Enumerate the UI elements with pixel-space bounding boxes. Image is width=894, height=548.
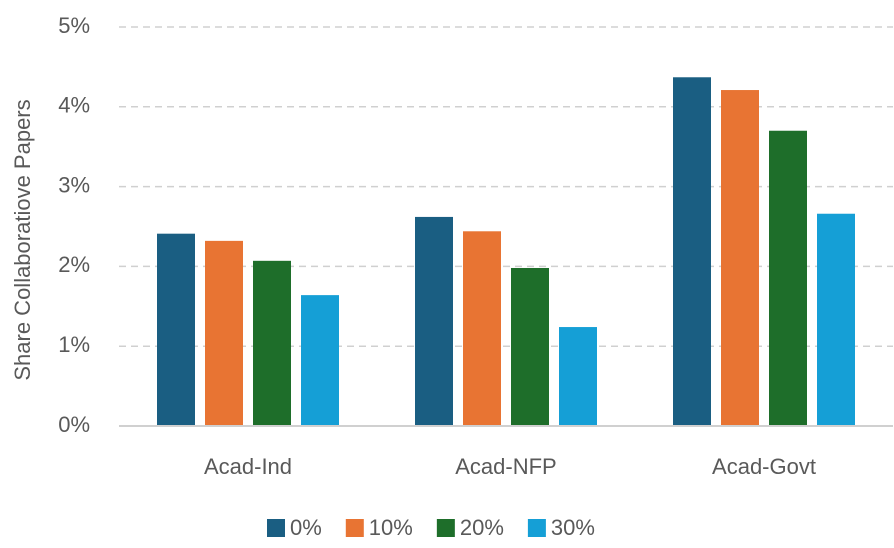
- legend-label: 30%: [551, 515, 595, 540]
- bar: [817, 213, 855, 426]
- bar: [301, 295, 339, 426]
- bar: [673, 77, 711, 427]
- y-tick-label: 5%: [58, 13, 90, 38]
- bar: [511, 267, 549, 426]
- bar: [463, 231, 501, 426]
- x-tick-label: Acad-Govt: [712, 454, 816, 479]
- bar: [253, 260, 291, 426]
- bar: [721, 90, 759, 427]
- legend-label: 10%: [369, 515, 413, 540]
- bar: [415, 216, 453, 426]
- bar: [205, 240, 243, 426]
- y-tick-label: 3%: [58, 172, 90, 197]
- bar: [157, 233, 195, 426]
- legend-label: 0%: [290, 515, 322, 540]
- x-tick-label: Acad-NFP: [455, 454, 556, 479]
- bar: [769, 130, 807, 427]
- y-tick-label: 0%: [58, 412, 90, 437]
- legend-label: 20%: [460, 515, 504, 540]
- legend-swatch: [436, 519, 455, 537]
- y-axis-label: Share Collaboratiove Papers: [10, 99, 35, 380]
- y-tick-label: 2%: [58, 252, 90, 277]
- legend-swatch: [345, 519, 364, 537]
- legend-swatch: [527, 519, 546, 537]
- bar: [559, 327, 597, 426]
- y-tick-label: 4%: [58, 93, 90, 118]
- y-tick-label: 1%: [58, 332, 90, 357]
- legend-swatch: [267, 519, 285, 537]
- x-tick-label: Acad-Ind: [204, 454, 292, 479]
